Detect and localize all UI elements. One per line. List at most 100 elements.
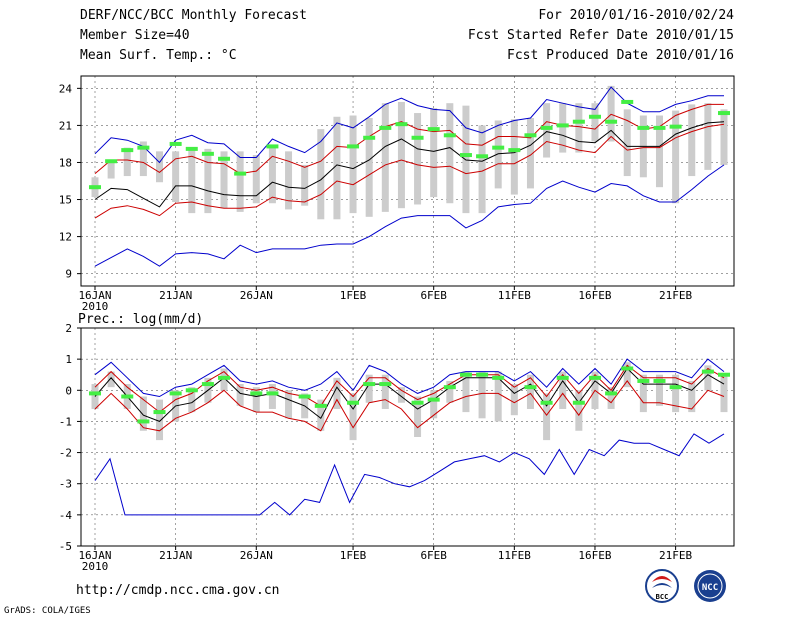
forecast-marker <box>363 382 376 387</box>
forecast-marker <box>121 148 134 153</box>
ensemble-box <box>91 384 99 409</box>
ensemble-box <box>559 103 567 153</box>
x-tick-label: 6FEB <box>420 549 447 562</box>
ensemble-box <box>156 399 164 441</box>
forecast-marker <box>347 400 360 405</box>
y-tick-label: -4 <box>59 509 73 522</box>
ensemble-box <box>397 387 405 403</box>
x-tick-label: 11FEB <box>498 289 531 302</box>
ensemble-box <box>494 371 502 422</box>
ensemble-box <box>381 374 389 409</box>
ensemble-box <box>268 145 276 204</box>
ensemble-box <box>414 113 422 205</box>
forecast-marker <box>556 375 569 380</box>
ensemble-box <box>688 104 696 177</box>
forecast-marker <box>637 378 650 383</box>
x-tick-label: 11FEB <box>498 549 531 562</box>
forecast-marker <box>137 145 150 150</box>
x-tick-label: 21JAN <box>159 549 192 562</box>
ensemble-box <box>462 105 470 214</box>
ensemble-box <box>446 103 454 204</box>
forecast-marker <box>427 397 440 402</box>
forecast-marker <box>169 141 182 146</box>
grads-credit: GrADS: COLA/IGES <box>4 606 91 616</box>
y-tick-label: -3 <box>59 478 72 491</box>
series-mean <box>94 121 725 208</box>
y-tick-label: 2 <box>65 322 72 335</box>
ensemble-box <box>623 109 631 177</box>
forecast-marker <box>105 159 118 164</box>
ensemble-box <box>655 115 663 188</box>
forecast-marker <box>653 125 666 130</box>
x-tick-label: 21JAN <box>159 289 192 302</box>
forecast-marker <box>605 119 618 124</box>
ensemble-box <box>672 374 680 413</box>
series-min <box>94 164 725 267</box>
series-min <box>94 433 725 516</box>
forecast-marker <box>556 123 569 128</box>
forecast-marker <box>89 391 101 396</box>
ensemble-box <box>575 103 583 153</box>
forecast-marker <box>266 144 279 149</box>
forecast-marker <box>266 391 279 396</box>
fcst-produced-date: Fcst Produced Date 2010/01/16 <box>507 48 734 63</box>
ensemble-box <box>172 151 180 202</box>
ensemble-box <box>236 151 244 212</box>
forecast-marker <box>524 133 537 138</box>
ensemble-box <box>559 371 567 409</box>
ensemble-box <box>526 374 534 409</box>
series-lower <box>94 123 725 219</box>
forecast-marker <box>637 125 650 130</box>
forecast-marker <box>540 400 553 405</box>
plot-frame <box>80 75 735 287</box>
forecast-marker <box>588 375 601 380</box>
forecast-marker <box>621 99 634 104</box>
forecast-marker <box>379 125 392 130</box>
ensemble-box <box>204 148 212 214</box>
forecast-marker <box>218 375 231 380</box>
ensemble-box <box>720 109 728 165</box>
forecast-period: For 2010/01/16-2010/02/24 <box>538 8 734 23</box>
ensemble-box <box>688 380 696 413</box>
bcc-logo: BCC <box>645 569 679 603</box>
forecast-marker <box>701 369 714 374</box>
forecast-marker <box>298 394 311 399</box>
forecast-marker <box>669 385 682 390</box>
ensemble-box <box>655 374 663 406</box>
ensemble-box <box>543 103 551 158</box>
ensemble-box <box>591 103 599 142</box>
y-tick-label: -2 <box>59 447 72 460</box>
x-tick-label: 21FEB <box>659 549 692 562</box>
x-tick-label: 16JAN <box>78 289 111 302</box>
ensemble-box <box>639 374 647 413</box>
forecast-marker <box>492 145 505 150</box>
forecast-marker <box>459 153 472 158</box>
y-tick-label: 24 <box>59 82 73 95</box>
ensemble-box <box>446 380 454 403</box>
x-year-label: 2010 <box>82 560 109 573</box>
precip-subtitle: Prec.: log(mm/d) <box>78 312 203 327</box>
ensemble-box <box>317 399 325 431</box>
forecast-marker <box>411 135 424 140</box>
y-tick-label: 15 <box>59 194 72 207</box>
forecast-marker <box>201 151 214 156</box>
ensemble-box <box>139 396 147 431</box>
forecast-marker <box>572 119 585 124</box>
ensemble-box <box>607 387 615 409</box>
forecast-marker <box>476 154 489 159</box>
bcc-logo-text: BCC <box>656 593 669 601</box>
forecast-marker <box>459 372 472 377</box>
y-tick-label: 12 <box>59 231 72 244</box>
ensemble-box <box>526 118 534 189</box>
ensemble-box <box>672 110 680 204</box>
source-url[interactable]: http://cmdp.ncc.cma.gov.cn <box>76 583 280 598</box>
series-lower <box>94 380 725 432</box>
y-tick-label: -1 <box>59 415 72 428</box>
y-tick-label: 18 <box>59 156 72 169</box>
ensemble-box <box>381 103 389 212</box>
forecast-marker <box>669 124 682 129</box>
x-tick-label: 21FEB <box>659 289 692 302</box>
forecast-marker <box>314 403 327 408</box>
forecast-marker <box>153 410 166 415</box>
